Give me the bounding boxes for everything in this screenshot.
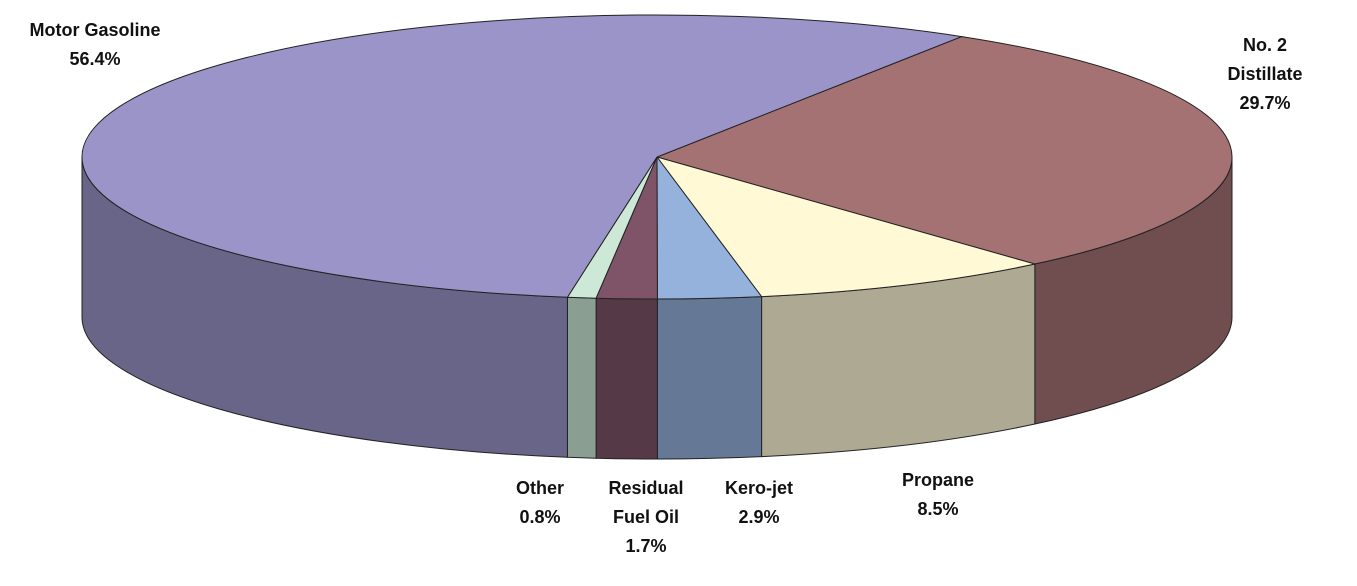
data-label: Other 0.8%: [516, 474, 564, 532]
value-label: 2.9%: [738, 507, 780, 527]
slice-side: [656, 296, 763, 460]
slice: [655, 36, 1233, 265]
category-label: Propane: [901, 470, 975, 490]
slice-side: [595, 297, 658, 460]
slice-side: [566, 296, 597, 459]
category-label: Kero-jet: [724, 478, 794, 498]
data-label: Propane 8.5%: [902, 466, 974, 524]
category-label: Motor Gasoline: [29, 20, 161, 40]
value-label: 0.8%: [519, 507, 561, 527]
category-label: Residual Fuel Oil: [608, 478, 684, 527]
value-label: 8.5%: [917, 499, 959, 519]
value-label: 56.4%: [69, 49, 121, 69]
data-label: No. 2 Distillate 29.7%: [1219, 31, 1311, 118]
slice: [655, 156, 1035, 298]
data-label: Residual Fuel Oil 1.7%: [608, 474, 683, 561]
value-label: 1.7%: [625, 536, 667, 556]
value-label: 29.7%: [1239, 93, 1291, 113]
data-label: Motor Gasoline 56.4%: [29, 16, 160, 74]
data-label: Kero-jet 2.9%: [725, 474, 793, 532]
slice: [81, 14, 964, 298]
category-label: Other: [515, 478, 565, 498]
category-label: No. 2 Distillate: [1227, 35, 1303, 84]
